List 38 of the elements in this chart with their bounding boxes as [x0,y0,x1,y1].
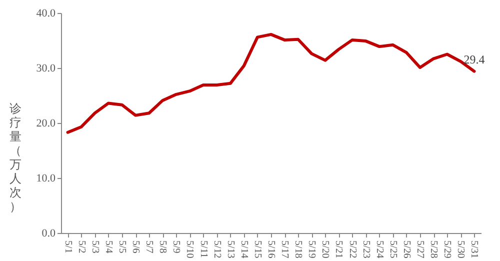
x-tick-label: 5/10 [184,240,196,258]
y-axis-title: 诊疗量（万人次） [10,102,22,214]
x-tick-label: 5/23 [360,240,372,258]
x-tick-label: 5/16 [266,240,276,258]
data-label: 29.4 [464,52,485,66]
x-tick-label: 5/17 [279,240,290,258]
x-tick-label: 5/19 [306,240,318,258]
x-tick-label: 5/21 [333,240,344,258]
x-tick-label: 5/22 [346,240,358,258]
x-tick-label: 5/12 [211,240,222,258]
x-tick-label: 5/6 [130,240,142,254]
y-tick-label: 40.0 [36,8,56,20]
x-tick-label: 5/5 [116,240,128,254]
x-tick-label: 5/15 [252,240,263,258]
x-tick-label: 5/13 [224,240,236,258]
y-tick-label: 30.0 [36,62,56,74]
x-tick-label: 5/11 [198,240,209,258]
x-tick-label: 5/31 [468,240,480,258]
y-tick-label: 0.0 [42,228,56,240]
x-tick-label: 5/9 [170,240,182,254]
x-tick-label: 5/28 [428,240,440,258]
x-tick-label: 5/20 [320,240,331,258]
x-tick-label: 5/25 [387,240,398,258]
x-tick-label: 5/27 [414,240,426,258]
x-tick-label: 5/8 [157,240,168,254]
x-tick-label: 5/1 [62,240,74,254]
x-tick-label: 5/4 [102,240,114,254]
x-tick-label: 5/29 [442,240,453,258]
x-tick-label: 5/14 [238,240,250,258]
x-tick-label: 5/7 [144,240,155,254]
y-tick-label: 10.0 [36,172,56,184]
x-tick-label: 5/24 [374,240,385,258]
x-tick-label: 5/3 [89,240,100,254]
x-tick-label: 5/18 [292,240,304,258]
x-tick-label: 5/26 [400,240,412,258]
y-tick-label: 20.0 [36,118,56,130]
x-tick-label: 5/30 [455,240,466,258]
x-tick-label: 5/2 [76,240,87,254]
